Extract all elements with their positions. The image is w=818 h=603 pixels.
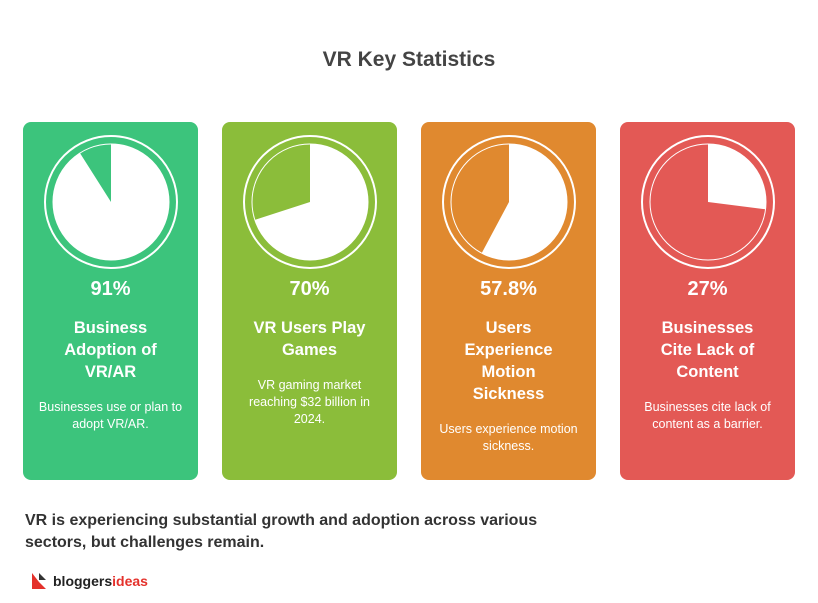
stat-description: Businesses use or plan to adopt VR/AR. bbox=[38, 400, 183, 431]
stat-title: Business Adoption of VR/AR bbox=[64, 319, 157, 381]
stat-card: 57.8% Users Experience Motion Sickness Use… bbox=[421, 122, 596, 480]
pie-gauge bbox=[43, 135, 178, 269]
stat-value: 27% bbox=[687, 278, 728, 300]
stat-card: 27% Businesses Cite Lack of Content Busine… bbox=[620, 122, 795, 480]
gauge-ring bbox=[640, 135, 775, 269]
pie-gauge bbox=[441, 135, 576, 269]
pie-gauge bbox=[640, 135, 775, 269]
stat-card: 70% VR Users Play Games VR gaming market r… bbox=[222, 122, 397, 480]
logo: bloggers ideas bbox=[28, 570, 148, 592]
stat-description: Businesses cite lack of content as a bar… bbox=[644, 400, 771, 431]
stat-title: Businesses Cite Lack of Content bbox=[660, 319, 755, 381]
stat-title: VR Users Play Games bbox=[253, 319, 366, 359]
gauge-slice bbox=[481, 144, 567, 260]
logo-text: ideas bbox=[112, 573, 148, 589]
pie-gauge bbox=[242, 135, 377, 269]
stat-title: Users Experience Motion Sickness bbox=[464, 319, 553, 403]
gauge-ring bbox=[441, 135, 576, 269]
stat-value: 91% bbox=[90, 278, 131, 300]
logo-icon bbox=[32, 573, 46, 589]
gauge-slice bbox=[254, 144, 368, 260]
gauge-slice bbox=[52, 144, 169, 260]
gauge-ring bbox=[43, 135, 178, 269]
logo-text: bloggers bbox=[53, 573, 113, 589]
page-title: VR Key Statistics bbox=[322, 48, 496, 71]
gauge-slice bbox=[707, 144, 766, 210]
summary: VR is experiencing substantial growth an… bbox=[25, 512, 538, 551]
stat-value: 70% bbox=[289, 278, 330, 300]
stat-description: VR gaming market reaching $32 billion in… bbox=[249, 378, 370, 426]
stat-card: 91% Business Adoption of VR/AR Businesses … bbox=[23, 122, 198, 480]
stat-value: 57.8% bbox=[480, 278, 537, 300]
stat-description: Users experience motion sickness. bbox=[439, 422, 578, 453]
gauge-ring bbox=[242, 135, 377, 269]
